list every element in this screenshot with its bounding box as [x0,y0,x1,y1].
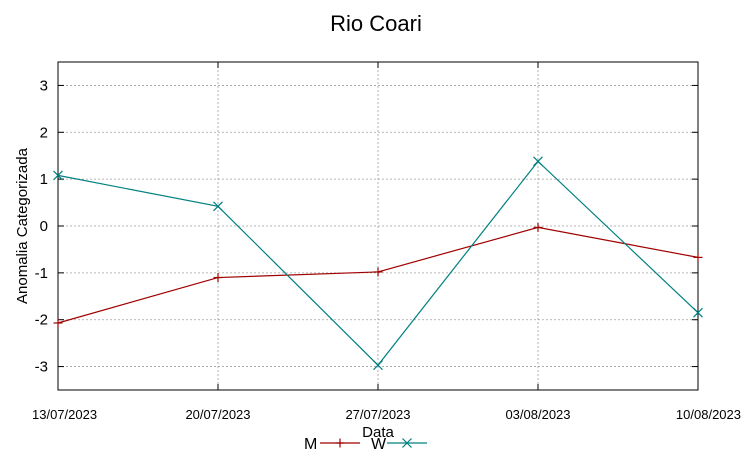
series-layer [53,156,703,371]
series-m [53,222,703,328]
data-point [213,201,223,212]
legend-entry-m: M [304,436,360,453]
axis-ticks: -3 -2 -1 0 1 2 3 13/07/2023 20/07/2023 27/07/2023… [32,62,741,422]
grid [58,62,698,390]
chart-title: Rio Coari [330,11,422,36]
data-point [53,318,63,328]
y-tick-label: -1 [35,265,48,282]
x-tick-label: 13/07/2023 [32,407,97,422]
data-point [693,307,703,318]
y-tick-label: -2 [35,312,48,329]
y-axis-label: Anomalia Categorizada [14,147,31,304]
data-point [213,273,223,283]
legend-marker [335,438,345,448]
series-w [53,156,703,371]
y-tick-label: 1 [40,171,48,188]
data-point [533,156,543,167]
x-tick-label: 10/08/2023 [676,407,741,422]
legend-entry-w: W [371,436,427,453]
legend-label: M [304,436,317,453]
y-tick-label: -3 [35,359,48,376]
x-tick-label: 27/07/2023 [345,407,410,422]
data-point [373,360,383,371]
data-point [53,170,63,181]
y-tick-label: 3 [40,77,48,94]
data-point [373,267,383,277]
y-tick-label: 0 [40,218,48,235]
x-axis-label: Data [362,424,394,441]
data-point [693,252,703,262]
x-tick-label: 20/07/2023 [185,407,250,422]
legend-marker [402,438,412,448]
y-tick-label: 2 [40,124,48,141]
data-point [533,222,543,232]
x-tick-label: 03/08/2023 [505,407,570,422]
legend-label: W [371,436,387,453]
